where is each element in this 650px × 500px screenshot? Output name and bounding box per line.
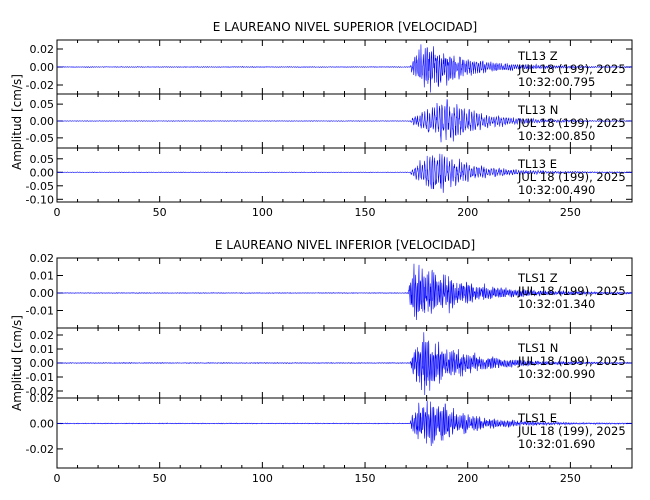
trace-date-label: JUL 18 (199), 2025 <box>517 116 626 130</box>
trace-station-label: TLS1 N <box>517 341 558 355</box>
x-tick-label: 200 <box>457 472 478 485</box>
trace-time-label: 10:32:01.340 <box>518 297 595 311</box>
x-tick-label: 50 <box>153 206 167 219</box>
trace-station-label: TLS1 E <box>517 411 557 425</box>
y-tick-label: 0.00 <box>30 61 55 74</box>
y-tick-label: 0.05 <box>30 153 55 166</box>
trace-station-label: TLS1 Z <box>517 271 558 285</box>
y-tick-label: 0.00 <box>30 357 55 370</box>
y-tick-label: 0.02 <box>30 329 55 342</box>
x-tick-label: 200 <box>457 206 478 219</box>
upper-panel-title: E LAUREANO NIVEL SUPERIOR [VELOCIDAD] <box>213 20 477 34</box>
waveform-tl13-z <box>56 44 633 93</box>
y-tick-label: -0.02 <box>26 385 54 398</box>
y-tick-label: 0.00 <box>30 287 55 300</box>
upper-panel-y-label: Amplitud [cm/s] <box>10 74 24 170</box>
x-tick-label: 150 <box>355 206 376 219</box>
trace-date-label: JUL 18 (199), 2025 <box>517 170 626 184</box>
x-tick-label: 100 <box>252 206 273 219</box>
trace-station-label: TL13 E <box>517 157 557 171</box>
trace-date-label: JUL 18 (199), 2025 <box>517 354 626 368</box>
x-tick-label: 100 <box>252 472 273 485</box>
trace-station-label: TL13 N <box>517 103 558 117</box>
lower-panel-title: E LAUREANO NIVEL INFERIOR [VELOCIDAD] <box>215 238 475 252</box>
trace-time-label: 10:32:00.850 <box>518 129 595 143</box>
waveform-tls1-n <box>56 332 633 395</box>
lower-seismogram-panel: E LAUREANO NIVEL INFERIOR [VELOCIDAD] Am… <box>10 238 633 485</box>
trace-date-label: JUL 18 (199), 2025 <box>517 284 626 298</box>
y-tick-label: 0.00 <box>30 115 55 128</box>
waveform-tl13-n <box>56 99 633 143</box>
y-tick-label: -0.01 <box>26 305 54 318</box>
trace-time-label: 10:32:00.990 <box>518 367 595 381</box>
waveform-tls1-e <box>56 400 633 447</box>
y-tick-label: 0.00 <box>30 417 55 430</box>
y-tick-label: 0.02 <box>30 252 55 265</box>
trace-time-label: 10:32:00.795 <box>518 75 595 89</box>
y-tick-label: -0.05 <box>26 132 54 145</box>
lower-panel-y-label: Amplitud [cm/s] <box>10 315 24 411</box>
trace-date-label: JUL 18 (199), 2025 <box>517 62 626 76</box>
x-tick-label: 0 <box>54 472 61 485</box>
waveform-tls1-z <box>56 263 633 320</box>
x-tick-label: 250 <box>560 206 581 219</box>
upper-seismogram-panel: E LAUREANO NIVEL SUPERIOR [VELOCIDAD] Am… <box>10 20 633 219</box>
trace-station-label: TL13 Z <box>517 49 558 63</box>
trace-time-label: 10:32:00.490 <box>518 183 595 197</box>
y-tick-label: -0.02 <box>26 443 54 456</box>
x-tick-label: 150 <box>355 472 376 485</box>
y-tick-label: -0.10 <box>26 193 54 206</box>
y-tick-label: 0.02 <box>30 392 55 405</box>
x-tick-label: 50 <box>153 472 167 485</box>
y-tick-label: -0.02 <box>26 79 54 92</box>
waveform-tl13-e <box>56 153 633 193</box>
y-tick-label: 0.02 <box>30 43 55 56</box>
trace-date-label: JUL 18 (199), 2025 <box>517 424 626 438</box>
trace-time-label: 10:32:01.690 <box>518 437 595 451</box>
x-tick-label: 0 <box>54 206 61 219</box>
y-tick-label: 0.01 <box>30 270 55 283</box>
x-tick-label: 250 <box>560 472 581 485</box>
y-tick-label: -0.05 <box>26 180 54 193</box>
y-tick-label: 0.00 <box>30 166 55 179</box>
y-tick-label: -0.01 <box>26 371 54 384</box>
y-tick-label: 0.01 <box>30 343 55 356</box>
y-tick-label: 0.05 <box>30 98 55 111</box>
